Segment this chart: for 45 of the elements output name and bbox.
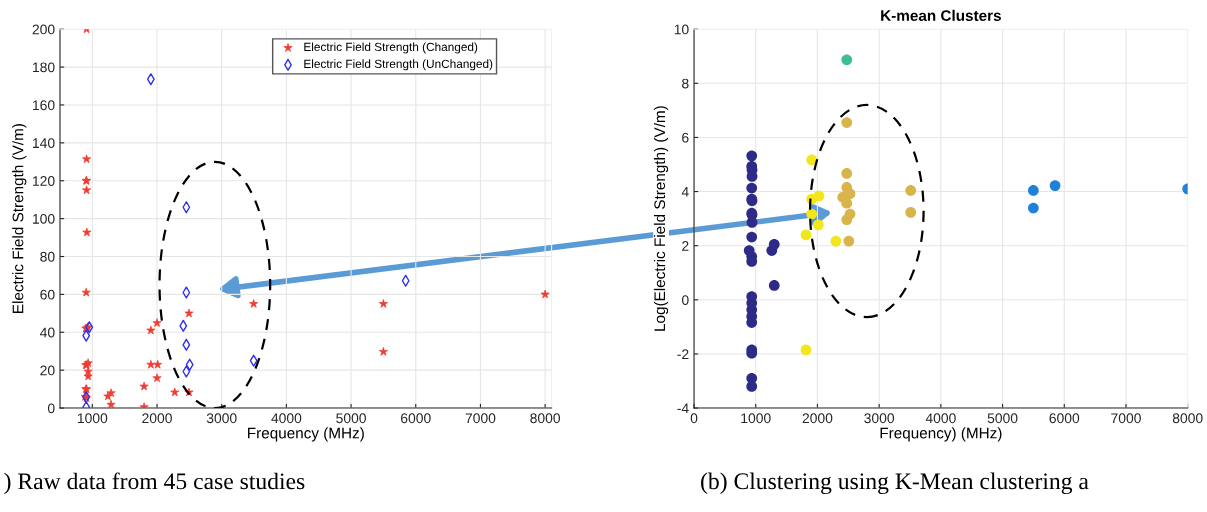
y-tick-label: 8 [682, 78, 689, 89]
x-tick-label: 3000 [206, 413, 237, 424]
x-tick-label: 8000 [530, 413, 561, 424]
y-tick-label: 10 [674, 24, 689, 35]
y-tick-label: -2 [677, 349, 689, 359]
y-tick-label: 180 [33, 62, 55, 73]
y-tick-label: 0 [681, 295, 689, 305]
x-tick-label: 5000 [336, 413, 366, 424]
x-axis-title: Frequency (MHz) [248, 427, 364, 442]
y-tick-label: 0 [47, 403, 55, 414]
x-tick-label: 5000 [987, 413, 1018, 424]
legend-label: Electric Field Strength (Changed) [304, 42, 478, 54]
y-tick-label: 80 [40, 251, 55, 262]
x-tick-label: 6000 [401, 413, 431, 424]
y-tick-label: 100 [33, 213, 55, 224]
legend-label: Electric Field Strength (UnChanged) [304, 59, 493, 71]
text: (b) Clustering using K-Mean clustering a [701, 472, 1089, 495]
y-axis-title: Log(Electric Field Strength) (V/m) [653, 106, 669, 331]
y-tick-label: 6 [682, 132, 689, 143]
y-tick-label: 40 [40, 327, 55, 338]
y-tick-label: 60 [40, 289, 55, 300]
y-axis-title: Electric Field Strength (V/m) [12, 124, 27, 313]
x-tick-label: 1000 [77, 413, 108, 424]
x-tick-label: 8000 [1172, 413, 1203, 424]
x-tick-label: 1000 [741, 413, 771, 424]
x-tick-label: 3000 [864, 413, 895, 424]
x-tick-label: 2000 [802, 413, 833, 424]
y-tick-label: 200 [32, 24, 55, 35]
x-tick-label: 7000 [1111, 413, 1141, 424]
x-axis-title: Frequency) (MHz) [880, 427, 1002, 442]
x-tick-label: 0 [690, 413, 698, 424]
y-tick-label: -4 [677, 403, 689, 414]
x-tick-label: 4000 [271, 413, 302, 424]
x-tick-label: 4000 [925, 413, 956, 424]
y-tick-label: 4 [681, 187, 689, 197]
chart-title: K-mean Clusters [881, 9, 1001, 21]
y-tick-label: 160 [33, 100, 55, 111]
x-tick-label: 6000 [1049, 413, 1080, 424]
x-tick-label: 2000 [142, 413, 172, 424]
y-tick-label: 120 [33, 176, 55, 186]
y-tick-label: 140 [33, 138, 55, 149]
y-tick-label: 20 [40, 365, 55, 376]
text: ) Raw data from 45 case studies [4, 472, 305, 495]
x-tick-label: 7000 [465, 413, 496, 424]
y-tick-label: 2 [682, 241, 689, 251]
